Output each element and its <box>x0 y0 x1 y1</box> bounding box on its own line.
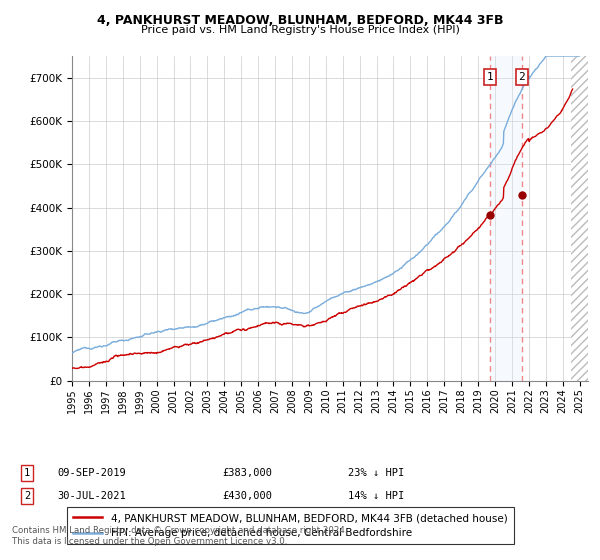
Text: 2: 2 <box>518 72 525 82</box>
Text: 1: 1 <box>487 72 493 82</box>
Text: £430,000: £430,000 <box>222 491 272 501</box>
Text: £383,000: £383,000 <box>222 468 272 478</box>
Text: 23% ↓ HPI: 23% ↓ HPI <box>348 468 404 478</box>
Bar <box>490 56 521 381</box>
Text: 30-JUL-2021: 30-JUL-2021 <box>57 491 126 501</box>
Bar <box>571 56 592 381</box>
Text: 2: 2 <box>24 491 30 501</box>
Text: 1: 1 <box>24 468 30 478</box>
Text: 4, PANKHURST MEADOW, BLUNHAM, BEDFORD, MK44 3FB: 4, PANKHURST MEADOW, BLUNHAM, BEDFORD, M… <box>97 14 503 27</box>
Text: 09-SEP-2019: 09-SEP-2019 <box>57 468 126 478</box>
Legend: 4, PANKHURST MEADOW, BLUNHAM, BEDFORD, MK44 3FB (detached house), HPI: Average p: 4, PANKHURST MEADOW, BLUNHAM, BEDFORD, M… <box>67 507 514 544</box>
Text: 14% ↓ HPI: 14% ↓ HPI <box>348 491 404 501</box>
Text: Price paid vs. HM Land Registry's House Price Index (HPI): Price paid vs. HM Land Registry's House … <box>140 25 460 35</box>
Text: Contains HM Land Registry data © Crown copyright and database right 2024.
This d: Contains HM Land Registry data © Crown c… <box>12 526 347 546</box>
Bar <box>571 56 592 381</box>
